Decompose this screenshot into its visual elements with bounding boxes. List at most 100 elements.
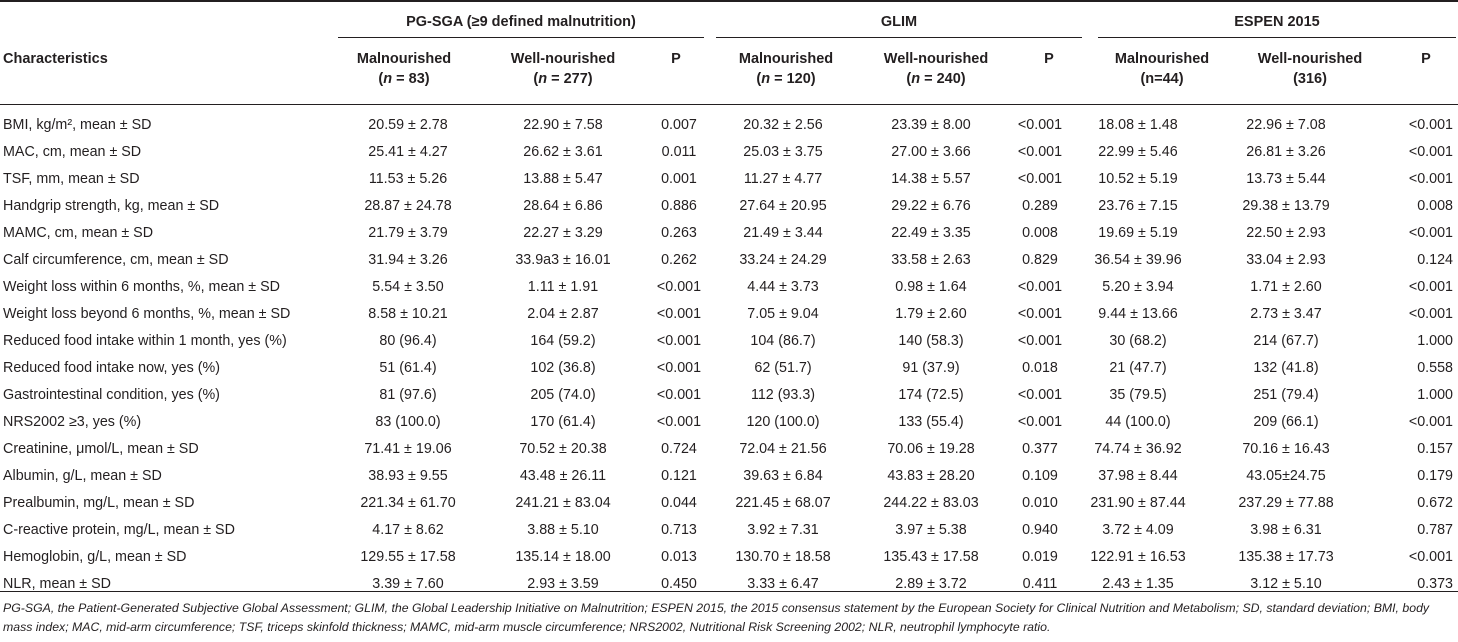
value-cell: 13.88 ± 5.47 (523, 170, 603, 187)
value-cell: 51 (61.4) (379, 359, 437, 376)
p-value-cell: 0.008 (1417, 197, 1453, 214)
value-cell: 35 (79.5) (1109, 386, 1167, 403)
table-row: Weight loss within 6 months, %, mean ± S… (0, 273, 1458, 300)
value-cell: 25.41 ± 4.27 (368, 143, 448, 160)
header-espen-malnourished: Malnourished (n=44) (1114, 51, 1210, 87)
group-rule-pgsga (338, 37, 704, 38)
row-label: Hemoglobin, g/L, mean ± SD (3, 548, 187, 565)
value-cell: 112 (93.3) (750, 386, 816, 403)
value-cell: 14.38 ± 5.57 (891, 170, 971, 187)
value-cell: 133 (55.4) (898, 413, 964, 430)
value-cell: 43.83 ± 28.20 (887, 467, 975, 484)
p-value-cell: 0.672 (1417, 494, 1453, 511)
p-value-cell: <0.001 (1408, 116, 1453, 133)
p-value-cell: <0.001 (1408, 170, 1453, 187)
value-cell: 164 (59.2) (530, 332, 596, 349)
value-cell: 19.69 ± 5.19 (1098, 224, 1178, 241)
table-row: Handgrip strength, kg, mean ± SD 28.87 ± … (0, 192, 1458, 219)
value-cell: 30 (68.2) (1109, 332, 1167, 349)
header-pgsga-well-nourished: Well-nourished (n = 277) (510, 51, 616, 87)
p-value-cell: 0.019 (1022, 548, 1058, 565)
table-row: NRS2002 ≥3, yes (%) 83 (100.0) 170 (61.4) <… (0, 408, 1458, 435)
p-value-cell: 0.787 (1417, 521, 1453, 538)
p-value-cell: <0.001 (1408, 548, 1453, 565)
p-value-cell: 1.000 (1417, 386, 1453, 403)
row-label: Prealbumin, mg/L, mean ± SD (3, 494, 195, 511)
value-cell: 1.71 ± 2.60 (1250, 278, 1322, 295)
p-value-cell: 0.010 (1022, 494, 1058, 511)
value-cell: 135.43 ± 17.58 (883, 548, 979, 565)
value-cell: 3.97 ± 5.38 (895, 521, 967, 538)
value-cell: 3.88 ± 5.10 (527, 521, 599, 538)
value-cell: 8.58 ± 10.21 (368, 305, 448, 322)
value-cell: 23.39 ± 8.00 (891, 116, 971, 133)
row-label: Creatinine, μmol/L, mean ± SD (3, 440, 199, 457)
p-value-cell: 0.263 (661, 224, 697, 241)
p-value-cell: <0.001 (656, 332, 702, 349)
table-row: Reduced food intake within 1 month, yes … (0, 327, 1458, 354)
value-cell: 2.04 ± 2.87 (527, 305, 599, 322)
value-cell: 3.39 ± 7.60 (372, 575, 444, 592)
table-row: Weight loss beyond 6 months, %, mean ± S… (0, 300, 1458, 327)
value-cell: 91 (37.9) (902, 359, 960, 376)
value-cell: 221.34 ± 61.70 (360, 494, 456, 511)
p-value-cell: 0.124 (1417, 251, 1453, 268)
value-cell: 21 (47.7) (1109, 359, 1167, 376)
value-cell: 5.54 ± 3.50 (372, 278, 444, 295)
value-cell: 25.03 ± 3.75 (743, 143, 823, 160)
p-value-cell: 0.724 (661, 440, 697, 457)
value-cell: 9.44 ± 13.66 (1098, 305, 1178, 322)
row-label: Reduced food intake within 1 month, yes … (3, 332, 287, 349)
value-cell: 130.70 ± 18.58 (735, 548, 831, 565)
header-characteristics: Characteristics (3, 51, 108, 67)
table-row: BMI, kg/m², mean ± SD 20.59 ± 2.78 22.90 ±… (0, 111, 1458, 138)
row-label: Weight loss beyond 6 months, %, mean ± S… (3, 305, 291, 322)
value-cell: 251 (79.4) (1253, 386, 1319, 403)
value-cell: 26.62 ± 3.61 (523, 143, 603, 160)
p-value-cell: <0.001 (1408, 224, 1453, 241)
value-cell: 20.59 ± 2.78 (368, 116, 448, 133)
p-value-cell: <0.001 (1017, 386, 1063, 403)
table-row: Gastrointestinal condition, yes (%) 81 (9… (0, 381, 1458, 408)
value-cell: 120 (100.0) (746, 413, 820, 430)
value-cell: 20.32 ± 2.56 (743, 116, 823, 133)
value-cell: 27.00 ± 3.66 (891, 143, 971, 160)
group-title-pgsga: PG-SGA (≥9 defined malnutrition) (406, 14, 636, 30)
value-cell: 43.48 ± 26.11 (519, 467, 607, 484)
header-glim-p: P (1044, 51, 1054, 67)
row-label: NLR, mean ± SD (3, 575, 111, 592)
p-value-cell: <0.001 (1017, 305, 1063, 322)
p-value-cell: 0.179 (1417, 467, 1453, 484)
p-value-cell: 0.377 (1022, 440, 1058, 457)
row-label: NRS2002 ≥3, yes (%) (3, 413, 142, 430)
group-rule-glim (716, 37, 1082, 38)
value-cell: 22.90 ± 7.58 (523, 116, 603, 133)
header-glim-well-nourished: Well-nourished (n = 240) (883, 51, 989, 87)
p-value-cell: 0.121 (661, 467, 697, 484)
table-row: Creatinine, μmol/L, mean ± SD 71.41 ± 19.… (0, 435, 1458, 462)
value-cell: 214 (67.7) (1253, 332, 1319, 349)
value-cell: 22.96 ± 7.08 (1246, 116, 1326, 133)
row-label: TSF, mm, mean ± SD (3, 170, 140, 187)
value-cell: 21.49 ± 3.44 (743, 224, 823, 241)
value-cell: 83 (100.0) (375, 413, 441, 430)
row-label: Reduced food intake now, yes (%) (3, 359, 220, 376)
value-cell: 3.92 ± 7.31 (747, 521, 819, 538)
value-cell: 11.53 ± 5.26 (368, 170, 448, 187)
value-cell: 10.52 ± 5.19 (1098, 170, 1178, 187)
p-value-cell: 0.713 (661, 521, 697, 538)
value-cell: 29.38 ± 13.79 (1242, 197, 1330, 214)
value-cell: 18.08 ± 1.48 (1098, 116, 1178, 133)
value-cell: 241.21 ± 83.04 (515, 494, 611, 511)
value-cell: 26.81 ± 3.26 (1246, 143, 1326, 160)
value-cell: 22.49 ± 3.35 (891, 224, 971, 241)
value-cell: 3.33 ± 6.47 (747, 575, 819, 592)
p-value-cell: 1.000 (1417, 332, 1453, 349)
p-value-cell: 0.001 (661, 170, 697, 187)
row-label: Calf circumference, cm, mean ± SD (3, 251, 229, 268)
value-cell: 22.50 ± 2.93 (1246, 224, 1326, 241)
value-cell: 44 (100.0) (1105, 413, 1171, 430)
value-cell: 135.14 ± 18.00 (515, 548, 611, 565)
bottom-rule (0, 591, 1458, 592)
value-cell: 33.9a3 ± 16.01 (515, 251, 611, 268)
